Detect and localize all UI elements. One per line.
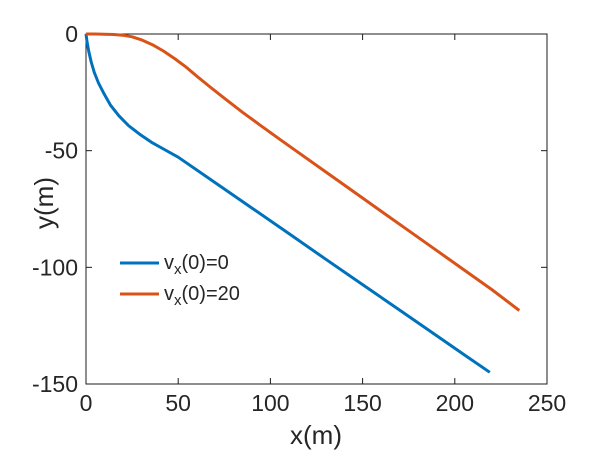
x-axis-label: x(m) xyxy=(290,420,342,450)
legend-entry-0: vx(0)=0 xyxy=(120,252,229,278)
x-tick-label-2: 100 xyxy=(251,390,289,416)
y-tick-label-2: -100 xyxy=(32,254,78,280)
x-tick-label-1: 50 xyxy=(165,390,191,416)
legend-label-0: vx(0)=0 xyxy=(164,252,229,278)
x-tick-label-3: 150 xyxy=(343,390,381,416)
y-tick-label-0: 0 xyxy=(65,21,78,47)
legend-entry-1: vx(0)=20 xyxy=(120,283,240,309)
x-tick-label-4: 200 xyxy=(436,390,474,416)
series-line-0 xyxy=(84,33,491,374)
x-tick-label-5: 250 xyxy=(528,390,566,416)
series-lines xyxy=(84,32,521,374)
series-line-1 xyxy=(86,32,521,312)
legend: vx(0)=0 vx(0)=20 xyxy=(120,252,240,309)
y-tick-label-1: -50 xyxy=(45,138,78,164)
y-axis-label: y(m) xyxy=(29,177,59,229)
axes-box xyxy=(85,33,548,385)
axes: 0 50 100 150 200 250 0 -50 -100 -150 xyxy=(32,21,566,416)
legend-label-1: vx(0)=20 xyxy=(164,283,240,309)
y-tick-label-3: -150 xyxy=(32,371,78,397)
x-tick-label-0: 0 xyxy=(80,390,93,416)
